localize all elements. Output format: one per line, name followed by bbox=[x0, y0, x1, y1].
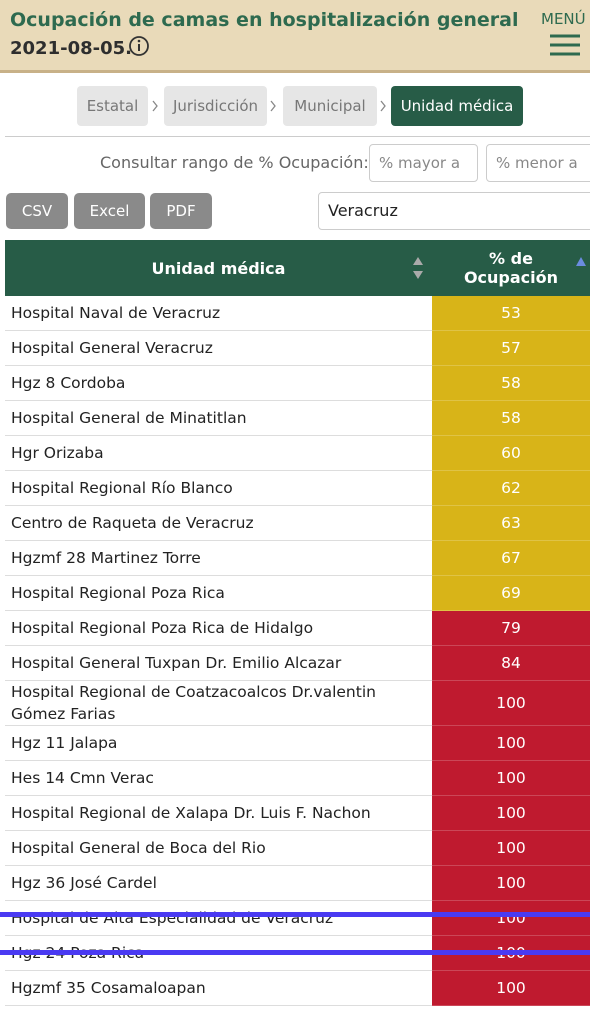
occupancy-value: 58 bbox=[432, 365, 590, 401]
occupancy-value: 69 bbox=[432, 575, 590, 611]
info-icon[interactable] bbox=[128, 35, 150, 57]
unit-name: Hospital Regional de Xalapa Dr. Luis F. … bbox=[5, 795, 432, 831]
breadcrumb[interactable]: Jurisdicción bbox=[164, 86, 267, 126]
table-row: Hospital Regional de Coatzacoalcos Dr.va… bbox=[5, 680, 590, 726]
column-header[interactable]: Unidad médica bbox=[5, 240, 432, 296]
export-button[interactable]: PDF bbox=[150, 193, 212, 229]
column-title: % de Ocupación bbox=[463, 249, 559, 287]
table-row: Hospital Regional de Xalapa Dr. Luis F. … bbox=[5, 795, 590, 831]
data-table: Unidad médica % de Ocupación Hospital Na… bbox=[5, 240, 590, 1006]
occupancy-value: 53 bbox=[432, 296, 590, 331]
table-row: Hospital General Veracruz 57 bbox=[5, 330, 590, 366]
unit-name: Hes 14 Cmn Verac bbox=[5, 760, 432, 796]
page-title: Ocupación de camas en hospitalización ge… bbox=[10, 9, 519, 31]
header bbox=[0, 0, 590, 73]
table-row: Hospital General de Boca del Rio 100 bbox=[5, 830, 590, 866]
unit-name: Hospital Regional Poza Rica de Hidalgo bbox=[5, 610, 432, 646]
occupancy-value: 60 bbox=[432, 435, 590, 471]
unit-name: Hospital Regional Poza Rica bbox=[5, 575, 432, 611]
occupancy-value: 100 bbox=[432, 865, 590, 901]
unit-name: Hospital General de Minatitlan bbox=[5, 400, 432, 436]
search-input[interactable]: Veracruz bbox=[318, 192, 590, 230]
table-row: Hgz 11 Jalapa 100 bbox=[5, 725, 590, 761]
unit-name: Hgzmf 35 Cosamaloapan bbox=[5, 970, 432, 1006]
sort-icon bbox=[576, 257, 586, 266]
breadcrumb[interactable]: Municipal bbox=[283, 86, 377, 126]
table-row: Hes 14 Cmn Verac 100 bbox=[5, 760, 590, 796]
table-row: Hospital General Tuxpan Dr. Emilio Alcaz… bbox=[5, 645, 590, 681]
table-row: Hgzmf 28 Martinez Torre 67 bbox=[5, 540, 590, 576]
export-button[interactable]: CSV bbox=[6, 193, 68, 229]
unit-name: Hgz 11 Jalapa bbox=[5, 725, 432, 761]
unit-name: Hospital General Tuxpan Dr. Emilio Alcaz… bbox=[5, 645, 432, 681]
menu-label[interactable]: MENÚ bbox=[541, 10, 586, 28]
export-button[interactable]: Excel bbox=[74, 193, 145, 229]
occupancy-value: 63 bbox=[432, 505, 590, 541]
unit-name: Hospital General de Boca del Rio bbox=[5, 830, 432, 866]
max-input[interactable]: % menor a bbox=[486, 144, 590, 182]
filter-label: Consultar rango de % Ocupación: bbox=[100, 153, 369, 172]
unit-name: Centro de Raqueta de Veracruz bbox=[5, 505, 432, 541]
unit-name: Hgr Orizaba bbox=[5, 435, 432, 471]
table-row: Hospital Regional Poza Rica de Hidalgo 79 bbox=[5, 610, 590, 646]
unit-name: Hospital Naval de Veracruz bbox=[5, 296, 432, 331]
occupancy-value: 100 bbox=[432, 680, 590, 726]
occupancy-value: 62 bbox=[432, 470, 590, 506]
column-header[interactable]: % de Ocupación bbox=[432, 240, 590, 296]
highlight-line bbox=[0, 912, 590, 917]
occupancy-value: 58 bbox=[432, 400, 590, 436]
unit-name: Hgz 8 Cordoba bbox=[5, 365, 432, 401]
occupancy-value: 100 bbox=[432, 725, 590, 761]
menu-icon[interactable] bbox=[549, 33, 581, 57]
table-row: Hospital Naval de Veracruz 53 bbox=[5, 296, 590, 331]
min-input[interactable]: % mayor a bbox=[369, 144, 478, 182]
table-row: Hgz 36 José Cardel 100 bbox=[5, 865, 590, 901]
unit-name: Hospital Regional de Coatzacoalcos Dr.va… bbox=[5, 680, 432, 726]
occupancy-value: 100 bbox=[432, 970, 590, 1006]
column-title: Unidad médica bbox=[151, 258, 286, 278]
breadcrumb-active[interactable]: Unidad médica bbox=[391, 86, 523, 126]
unit-name: Hospital de Alta Especialidad de Veracru… bbox=[5, 900, 432, 936]
table-row: Hgzmf 35 Cosamaloapan 100 bbox=[5, 970, 590, 1006]
unit-name: Hospital Regional Río Blanco bbox=[5, 470, 432, 506]
table-row: Hgz 8 Cordoba 58 bbox=[5, 365, 590, 401]
occupancy-value: 100 bbox=[432, 760, 590, 796]
unit-name: Hgzmf 28 Martinez Torre bbox=[5, 540, 432, 576]
table-row: Hgr Orizaba 60 bbox=[5, 435, 590, 471]
occupancy-value: 79 bbox=[432, 610, 590, 646]
occupancy-value: 84 bbox=[432, 645, 590, 681]
highlight-line bbox=[0, 950, 590, 955]
occupancy-value: 100 bbox=[432, 795, 590, 831]
divider bbox=[5, 136, 590, 137]
table-row: Hospital Regional Poza Rica 69 bbox=[5, 575, 590, 611]
occupancy-value: 100 bbox=[432, 830, 590, 866]
unit-name: Hospital General Veracruz bbox=[5, 330, 432, 366]
date: 2021-08-05. bbox=[10, 38, 132, 59]
breadcrumb-separators bbox=[152, 100, 386, 112]
table-row: Hospital de Alta Especialidad de Veracru… bbox=[5, 900, 590, 936]
table-row: Centro de Raqueta de Veracruz 63 bbox=[5, 505, 590, 541]
table-row: Hospital General de Minatitlan 58 bbox=[5, 400, 590, 436]
unit-name: Hgz 36 José Cardel bbox=[5, 865, 432, 901]
occupancy-value: 100 bbox=[432, 900, 590, 936]
sort-icon bbox=[413, 257, 423, 279]
table-row: Hospital Regional Río Blanco 62 bbox=[5, 470, 590, 506]
breadcrumb[interactable]: Estatal bbox=[77, 86, 148, 126]
occupancy-value: 57 bbox=[432, 330, 590, 366]
occupancy-value: 67 bbox=[432, 540, 590, 576]
